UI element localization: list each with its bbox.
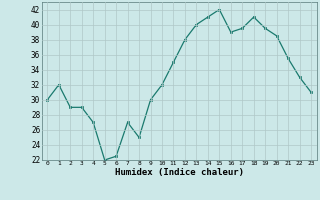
X-axis label: Humidex (Indice chaleur): Humidex (Indice chaleur) — [115, 168, 244, 177]
